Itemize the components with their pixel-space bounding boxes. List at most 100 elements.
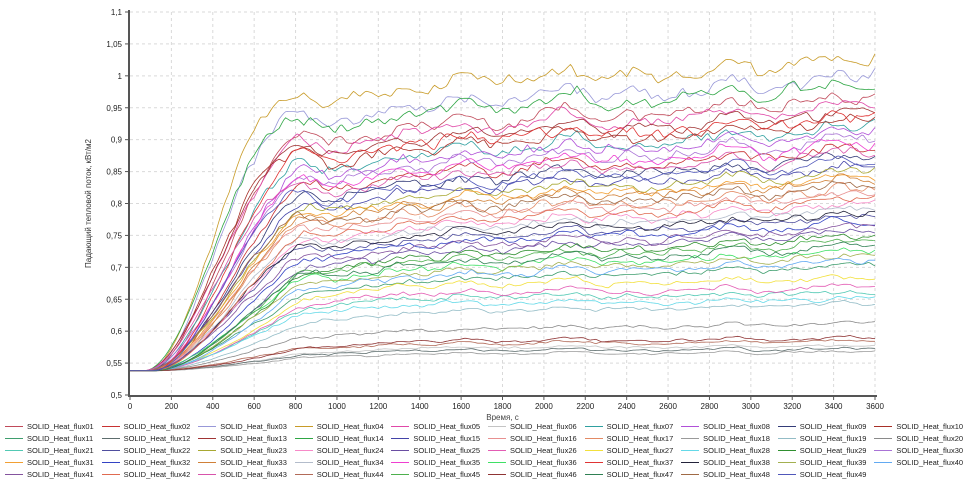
legend-swatch	[5, 437, 23, 439]
x-tick-label: 1600	[452, 402, 470, 411]
series-line-SOLID_Heat_flux19	[130, 299, 876, 372]
y-axis-title: Падающий тепловой поток, кВт/м2	[84, 139, 93, 268]
legend-item-SOLID_Heat_flux30: SOLID_Heat_flux30	[874, 446, 971, 455]
y-tick-label: 0,6	[111, 327, 123, 336]
legend-swatch	[777, 462, 796, 464]
legend-item-SOLID_Heat_flux34: SOLID_Heat_flux34	[294, 458, 392, 467]
legend-swatch	[198, 462, 217, 464]
series-line-SOLID_Heat_flux27	[130, 274, 876, 372]
series-line-SOLID_Heat_flux35	[130, 139, 876, 372]
legend-item-SOLID_Heat_flux45: SOLID_Heat_flux45	[391, 470, 488, 479]
legend-label: SOLID_Heat_flux22	[123, 445, 191, 455]
y-tick-label: 0,9	[111, 136, 123, 145]
legend-label: SOLID_Heat_flux39	[799, 458, 867, 468]
legend-swatch	[874, 437, 893, 439]
legend-item-SOLID_Heat_flux31: SOLID_Heat_flux31	[5, 458, 102, 467]
legend-label: SOLID_Heat_flux44	[316, 470, 384, 480]
legend-item-SOLID_Heat_flux29: SOLID_Heat_flux29	[777, 446, 875, 455]
series-line-SOLID_Heat_flux14	[130, 79, 876, 372]
legend-item-SOLID_Heat_flux47: SOLID_Heat_flux47	[584, 470, 682, 479]
legend-label: SOLID_Heat_flux13	[220, 433, 287, 443]
legend-item-SOLID_Heat_flux49: SOLID_Heat_flux49	[777, 470, 875, 479]
series-line-SOLID_Heat_flux07	[130, 118, 876, 372]
x-tick-label: 2400	[618, 402, 636, 411]
series-line-SOLID_Heat_flux43	[130, 147, 876, 372]
legend-label: SOLID_Heat_flux41	[27, 470, 94, 480]
legend-swatch	[487, 425, 506, 427]
legend-label: SOLID_Heat_flux35	[413, 458, 481, 468]
legend-item-SOLID_Heat_flux07: SOLID_Heat_flux07	[584, 421, 682, 431]
legend-label: SOLID_Heat_flux23	[220, 445, 287, 455]
series-line-SOLID_Heat_flux37	[130, 110, 876, 372]
legend-swatch	[391, 437, 410, 439]
legend-label: SOLID_Heat_flux09	[799, 421, 867, 431]
legend-swatch	[101, 425, 120, 427]
legend-label: SOLID_Heat_flux07	[606, 421, 674, 431]
legend-item-SOLID_Heat_flux21: SOLID_Heat_flux21	[5, 446, 102, 455]
legend-item-SOLID_Heat_flux37: SOLID_Heat_flux37	[584, 458, 682, 467]
legend-swatch	[874, 449, 893, 451]
legend-swatch	[198, 425, 217, 427]
x-axis-title: Время, с	[486, 413, 519, 422]
legend-swatch	[391, 462, 410, 464]
legend-swatch	[584, 449, 603, 451]
legend-swatch	[584, 462, 603, 464]
legend-swatch	[101, 437, 120, 439]
legend-label: SOLID_Heat_flux38	[703, 458, 770, 468]
legend-item-SOLID_Heat_flux28: SOLID_Heat_flux28	[681, 446, 778, 455]
y-tick-label: 0,65	[106, 295, 122, 304]
x-tick-label: 1400	[411, 402, 429, 411]
legend-label: SOLID_Heat_flux02	[123, 421, 191, 431]
legend-label: SOLID_Heat_flux18	[703, 433, 770, 443]
legend-item-SOLID_Heat_flux02: SOLID_Heat_flux02	[101, 421, 199, 431]
legend-item-SOLID_Heat_flux16: SOLID_Heat_flux16	[487, 434, 585, 443]
legend-label: SOLID_Heat_flux45	[413, 470, 481, 480]
series-line-SOLID_Heat_flux22	[130, 213, 876, 372]
legend-label: SOLID_Heat_flux24	[316, 445, 384, 455]
series-line-SOLID_Heat_flux10	[130, 113, 876, 372]
legend-swatch	[391, 425, 410, 427]
series-line-SOLID_Heat_flux46	[130, 335, 876, 372]
series-line-SOLID_Heat_flux13	[130, 107, 876, 372]
legend-label: SOLID_Heat_flux12	[123, 433, 191, 443]
legend-label: SOLID_Heat_flux04	[316, 421, 384, 431]
series-line-SOLID_Heat_flux40	[130, 257, 875, 372]
series-line-SOLID_Heat_flux45	[130, 238, 876, 372]
legend-swatch	[584, 437, 603, 439]
legend-item-SOLID_Heat_flux01: SOLID_Heat_flux01	[5, 422, 102, 431]
legend-label: SOLID_Heat_flux40	[896, 458, 964, 468]
legend-swatch	[777, 474, 796, 476]
legend-swatch	[101, 474, 120, 476]
y-tick-label: 0,5	[111, 391, 123, 400]
legend-label: SOLID_Heat_flux25	[413, 445, 481, 455]
legend-label: SOLID_Heat_flux01	[27, 421, 94, 431]
series-line-SOLID_Heat_flux48	[130, 181, 876, 372]
series-lines	[130, 53, 876, 372]
legend-label: SOLID_Heat_flux06	[509, 421, 577, 431]
legend-swatch	[777, 449, 796, 451]
legend-swatch	[198, 474, 217, 476]
plot-canvas: 0,5 0,55 0,6 0,65 0,7 0,75 0,8 0,85 0,9 0,95 1 1,05…	[106, 8, 884, 411]
legend-item-SOLID_Heat_flux32: SOLID_Heat_flux32	[101, 458, 199, 467]
legend-item-SOLID_Heat_flux24: SOLID_Heat_flux24	[294, 445, 392, 455]
axes	[125, 10, 877, 400]
series-line-SOLID_Heat_flux02	[130, 143, 876, 372]
series-line-SOLID_Heat_flux49	[130, 155, 875, 372]
legend-swatch	[5, 449, 23, 451]
legend-swatch	[101, 449, 120, 451]
legend-swatch	[294, 437, 313, 439]
legend-item-SOLID_Heat_flux44: SOLID_Heat_flux44	[294, 470, 392, 480]
legend-swatch	[198, 437, 217, 439]
x-tick-label: 3600	[866, 402, 884, 411]
legend-label: SOLID_Heat_flux30	[896, 445, 964, 455]
series-line-SOLID_Heat_flux12	[130, 346, 876, 372]
legend-swatch	[777, 425, 796, 427]
legend-item-SOLID_Heat_flux20: SOLID_Heat_flux20	[874, 434, 971, 443]
legend-swatch	[777, 437, 796, 439]
legend-item-SOLID_Heat_flux17: SOLID_Heat_flux17	[584, 434, 682, 443]
legend-item-SOLID_Heat_flux13: SOLID_Heat_flux13	[198, 434, 295, 443]
x-tick-label: 800	[289, 402, 303, 411]
y-tick-label: 0,75	[106, 231, 122, 240]
legend-item-SOLID_Heat_flux11: SOLID_Heat_flux11	[5, 434, 102, 443]
